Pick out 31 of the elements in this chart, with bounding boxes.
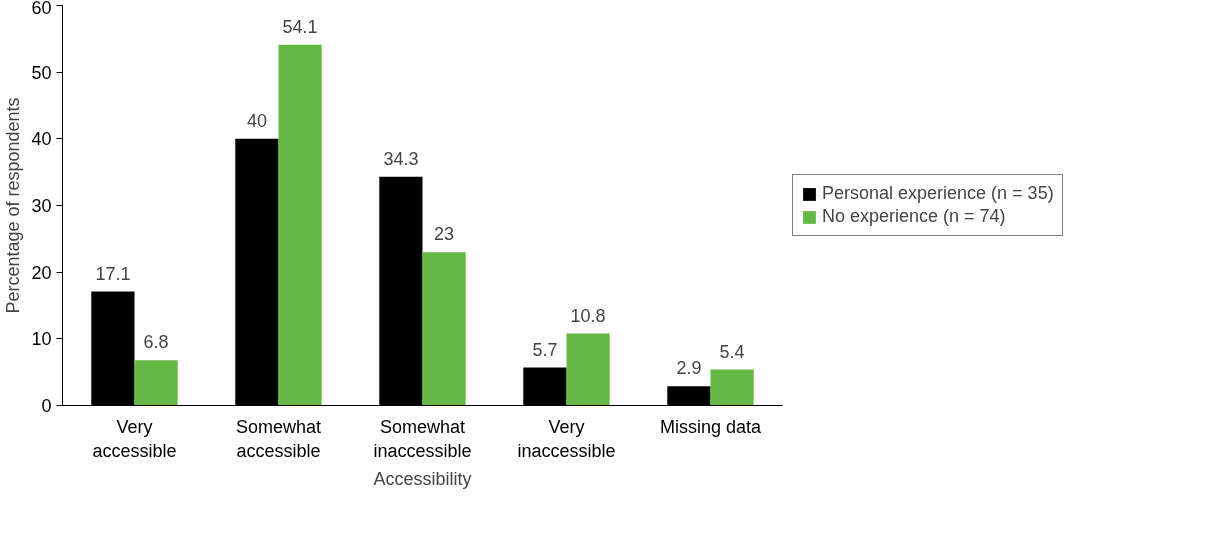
y-tick-label: 40 xyxy=(31,129,52,150)
y-tick-label: 10 xyxy=(31,329,52,350)
data-label: 10.8 xyxy=(570,305,606,326)
y-tick-label: 30 xyxy=(31,196,52,216)
data-label: 5.7 xyxy=(532,339,558,360)
x-tick-label: Somewhat inaccessible xyxy=(373,416,472,461)
y-tick-label: 0 xyxy=(41,396,52,416)
y-tick-label: 20 xyxy=(31,262,52,283)
data-label: 34.3 xyxy=(383,148,419,169)
data-label: 2.9 xyxy=(676,358,702,379)
bar xyxy=(278,44,322,406)
data-label: 17.1 xyxy=(95,263,131,284)
data-label: 23 xyxy=(434,224,455,245)
data-label: 5.4 xyxy=(719,341,745,362)
bar xyxy=(134,360,178,406)
bar xyxy=(422,252,466,406)
y-tick-label: 60 xyxy=(31,0,52,18)
data-label: 6.8 xyxy=(143,332,169,353)
x-tick-label: Very inaccessible xyxy=(517,416,616,461)
x-axis-title: Accessibility xyxy=(373,468,472,489)
y-tick-label: 50 xyxy=(31,62,52,83)
legend-label: No experience (n = 74) xyxy=(822,206,1006,227)
bar xyxy=(710,369,754,406)
bar xyxy=(566,333,610,406)
x-tick-label: Missing data xyxy=(659,416,763,437)
data-label: 54.1 xyxy=(282,16,318,37)
x-tick-label: Very accessible xyxy=(92,416,177,461)
y-axis-title: Percentage of respondents xyxy=(3,97,24,314)
data-label: 40 xyxy=(246,110,267,131)
x-tick-label: Somewhat accessible xyxy=(235,416,322,461)
legend-label: Personal experience (n = 35) xyxy=(822,183,1054,204)
